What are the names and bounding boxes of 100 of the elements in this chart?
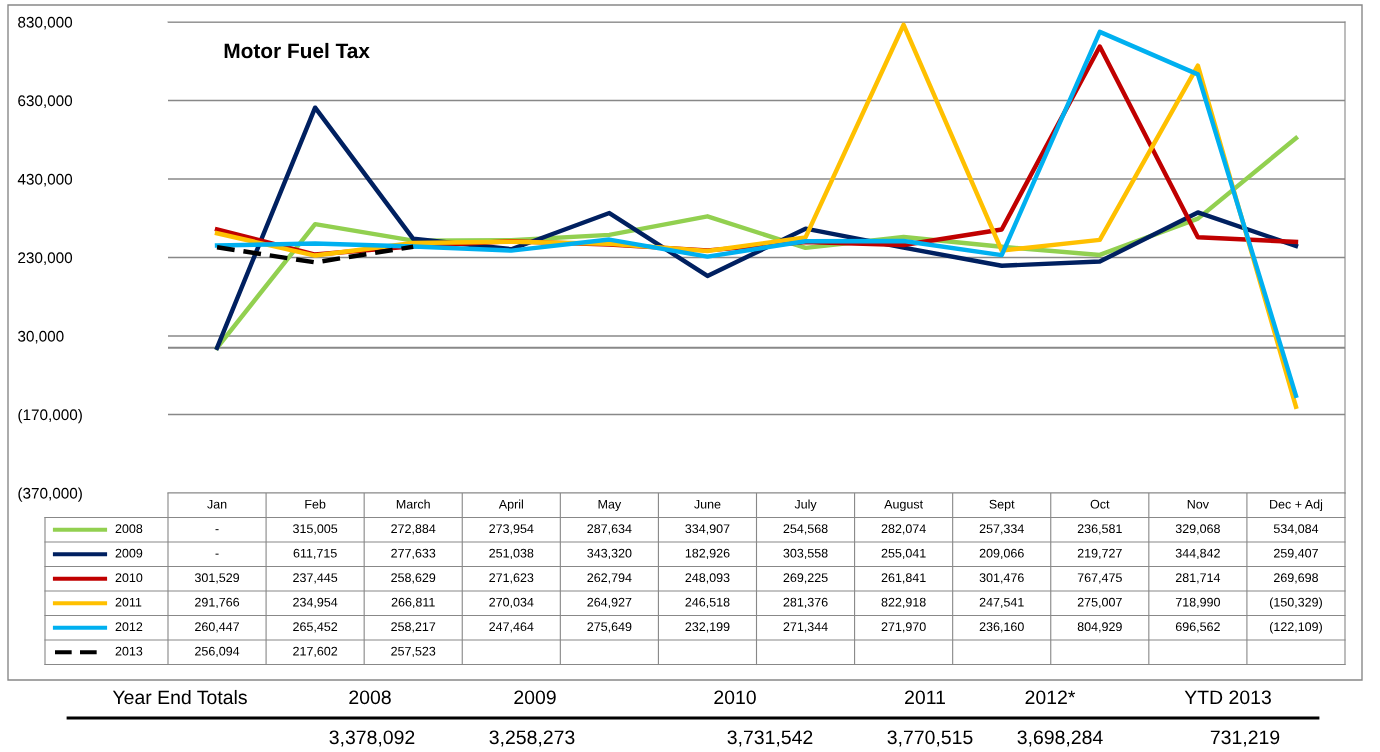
data-label: 262,794 — [587, 573, 632, 584]
data-label: 258,217 — [391, 622, 436, 633]
legend-label: 2008 — [115, 524, 143, 534]
data-label: - — [215, 529, 219, 531]
text: 731,219 — [1210, 730, 1280, 747]
x-tick-label: Nov — [1187, 499, 1209, 509]
text: 2012* — [1025, 690, 1076, 705]
data-label: 261,841 — [881, 573, 926, 584]
data-label: 271,623 — [489, 573, 534, 584]
data-label: 718,990 — [1175, 597, 1220, 609]
y-tick-label: 630,000 — [18, 95, 73, 108]
text: 3,731,542 — [727, 730, 813, 747]
data-label: 822,918 — [881, 597, 926, 609]
y-tick-label: (370,000) — [18, 487, 82, 502]
data-label: 251,038 — [489, 548, 534, 560]
x-tick-label: Dec + Adj — [1270, 499, 1323, 512]
data-label: 611,715 — [293, 548, 337, 560]
data-label: 254,568 — [783, 524, 828, 535]
data-label: 303,558 — [783, 548, 828, 560]
x-tick-label: August — [884, 499, 923, 512]
y-tick-label: 30,000 — [18, 330, 64, 344]
data-label: 291,766 — [195, 597, 240, 609]
data-label: 767,475 — [1077, 573, 1122, 584]
data-label: 334,907 — [685, 524, 730, 535]
data-label: 236,160 — [979, 622, 1024, 633]
data-label: 257,334 — [979, 524, 1024, 535]
data-label: 275,007 — [1077, 597, 1122, 609]
data-label: 271,344 — [783, 622, 828, 633]
data-label: 281,376 — [783, 597, 828, 609]
text: 2009 — [514, 690, 556, 705]
data-label: 277,633 — [391, 548, 436, 560]
text: Motor Fuel Tax — [224, 42, 370, 59]
data-label: 282,074 — [881, 524, 926, 535]
data-label: 272,884 — [391, 524, 436, 535]
data-label: 257,523 — [391, 646, 436, 658]
data-label: 273,954 — [489, 524, 534, 535]
data-label: 266,811 — [391, 597, 435, 609]
data-label: 259,407 — [1274, 548, 1318, 560]
data-label: 232,199 — [685, 622, 730, 633]
data-label: 258,629 — [391, 573, 436, 584]
text: 3,698,284 — [1017, 730, 1103, 747]
y-tick-label: 830,000 — [18, 16, 73, 30]
data-label: 219,727 — [1077, 548, 1122, 560]
data-label: 256,094 — [195, 646, 240, 658]
text: 3,378,092 — [329, 730, 415, 747]
data-label: 343,320 — [587, 548, 632, 560]
text: Year End Totals — [112, 689, 247, 705]
x-tick-label: March — [396, 499, 430, 509]
data-label: 260,447 — [195, 622, 240, 633]
x-tick-label: April — [498, 499, 523, 512]
data-label: 271,970 — [881, 622, 926, 633]
data-label: 696,562 — [1175, 622, 1220, 633]
data-label: 301,529 — [194, 573, 240, 584]
x-tick-label: July — [794, 499, 817, 512]
text: 2010 — [714, 690, 756, 705]
data-label: 264,927 — [587, 597, 632, 609]
data-label: 270,034 — [489, 597, 534, 609]
data-label: 281,714 — [1175, 573, 1221, 584]
data-label: 246,518 — [685, 597, 730, 609]
data-label: 329,068 — [1175, 524, 1220, 535]
data-label: 247,464 — [489, 622, 534, 633]
data-label: 237,445 — [293, 573, 338, 584]
data-label: 247,541 — [979, 597, 1024, 609]
x-tick-label: Feb — [305, 499, 326, 509]
data-label: 275,649 — [587, 622, 632, 633]
legend-label: 2012 — [115, 622, 143, 632]
data-label: 236,581 — [1077, 524, 1122, 535]
legend-label: 2013 — [115, 646, 143, 656]
legend-label: 2010 — [115, 573, 143, 583]
data-label: 301,476 — [979, 573, 1024, 584]
x-tick-label: Sept — [989, 499, 1015, 512]
text: 2011 — [905, 690, 945, 705]
data-label: 234,954 — [293, 597, 338, 609]
data-label: 248,093 — [685, 573, 730, 584]
legend-label: 2009 — [115, 548, 143, 558]
data-label: 217,602 — [293, 646, 338, 658]
data-label: 255,041 — [881, 548, 926, 560]
data-label: 287,634 — [587, 524, 632, 535]
data-label: 804,929 — [1077, 622, 1122, 633]
y-tick-label: 230,000 — [18, 252, 73, 265]
data-label: - — [215, 553, 219, 555]
data-label: 534,084 — [1273, 524, 1319, 535]
y-tick-label: (170,000) — [18, 408, 82, 424]
data-label: 182,926 — [685, 548, 730, 560]
data-label: 269,698 — [1274, 573, 1319, 584]
x-tick-label: Oct — [1090, 499, 1110, 509]
data-label: (122,109) — [1269, 621, 1322, 634]
x-tick-label: May — [598, 499, 622, 512]
text: 3,770,515 — [887, 730, 973, 747]
text: YTD 2013 — [1184, 690, 1271, 705]
data-label: 315,005 — [293, 524, 338, 535]
data-label: 209,066 — [979, 548, 1024, 560]
legend-label: 2011 — [115, 597, 142, 607]
text: 3,258,273 — [489, 730, 575, 747]
data-label: 265,452 — [293, 622, 338, 633]
data-label: 344,842 — [1175, 548, 1220, 560]
data-label: (150,329) — [1269, 597, 1322, 610]
x-tick-label: June — [694, 499, 721, 509]
text: 2008 — [349, 690, 391, 705]
data-label: 269,225 — [783, 573, 828, 584]
